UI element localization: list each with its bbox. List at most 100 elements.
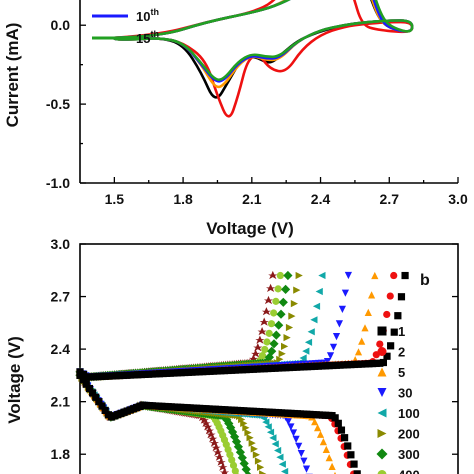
data-point-marker	[332, 361, 341, 369]
data-point-marker	[365, 360, 373, 368]
data-point-marker	[229, 461, 238, 469]
data-point-marker	[222, 415, 232, 425]
data-point-marker	[326, 352, 335, 360]
data-point-marker	[340, 361, 348, 369]
data-point-marker	[191, 368, 200, 376]
data-point-marker	[98, 402, 106, 410]
data-point-marker	[251, 349, 261, 358]
data-point-marker	[213, 367, 221, 375]
data-point-marker	[242, 424, 250, 432]
voltage-profile-legend-entry: 1	[377, 324, 405, 339]
data-point-marker	[202, 367, 211, 376]
data-point-marker	[188, 368, 196, 376]
data-point-marker	[238, 415, 246, 424]
data-point-marker	[241, 464, 251, 474]
data-point-marker	[344, 442, 352, 450]
data-point-marker	[353, 470, 361, 474]
data-point-marker	[281, 342, 289, 350]
data-point-marker	[358, 360, 366, 368]
cv-legend-label: 15th	[136, 29, 159, 46]
data-point-marker	[292, 435, 300, 443]
data-point-marker	[276, 453, 284, 461]
data-point-marker	[238, 366, 247, 374]
voltage-profile-legend-label: 300	[398, 447, 420, 462]
data-point-marker	[329, 343, 338, 351]
data-point-marker	[379, 358, 388, 367]
data-point-marker	[377, 470, 387, 474]
data-point-marker	[287, 423, 295, 431]
data-point-marker	[259, 317, 269, 326]
data-point-marker	[270, 309, 278, 317]
data-point-marker	[322, 362, 330, 370]
data-point-marker	[257, 463, 265, 471]
data-point-marker	[220, 367, 229, 375]
data-point-marker	[344, 271, 352, 280]
data-point-marker	[105, 372, 113, 380]
data-point-marker	[166, 369, 174, 377]
data-point-marker	[177, 369, 185, 377]
voltage-profile-y-tick-label: 1.8	[51, 446, 71, 462]
data-point-marker	[337, 426, 346, 434]
data-point-marker	[288, 312, 296, 320]
data-point-marker	[368, 359, 377, 368]
data-point-marker	[303, 363, 312, 371]
data-point-marker	[159, 369, 167, 378]
data-point-marker	[390, 328, 398, 336]
data-point-marker	[307, 328, 315, 336]
data-point-marker	[377, 408, 387, 418]
voltage-profile-y-tick-label: 2.4	[51, 341, 71, 357]
data-point-marker	[76, 371, 84, 379]
data-point-marker	[265, 329, 273, 337]
data-point-marker	[364, 308, 372, 316]
data-point-marker	[319, 438, 327, 446]
voltage-profile-legend: 1 2 5 30 100 200 300 400	[376, 324, 420, 474]
data-point-marker	[376, 448, 388, 460]
data-point-marker	[325, 454, 333, 462]
data-point-marker	[248, 439, 256, 447]
data-point-marker	[271, 440, 279, 448]
data-point-marker	[276, 271, 284, 280]
data-point-marker	[377, 347, 387, 356]
data-point-marker	[278, 350, 286, 358]
data-point-marker	[98, 372, 106, 381]
data-point-marker	[261, 307, 271, 316]
data-point-marker	[341, 434, 349, 442]
cv-y-ticks: 0.0 -0.5 -1.0	[46, 17, 86, 191]
data-point-marker	[233, 442, 243, 452]
cv-x-tick-label: 2.1	[242, 191, 262, 207]
voltage-profile-legend-entry: 200	[377, 427, 420, 442]
cv-x-tick-label: 1.5	[105, 191, 125, 207]
data-point-marker	[181, 368, 189, 377]
data-point-marker	[307, 362, 315, 371]
data-point-marker	[267, 346, 277, 356]
data-point-marker	[276, 309, 286, 319]
data-point-marker	[304, 338, 313, 346]
data-point-marker	[322, 445, 330, 453]
cv-x-axis-title: Voltage (V)	[206, 219, 294, 238]
data-point-marker	[258, 352, 267, 360]
data-point-marker	[387, 342, 395, 350]
data-point-marker	[264, 352, 274, 362]
data-point-marker	[145, 370, 153, 378]
data-point-marker	[302, 465, 311, 473]
data-point-marker	[274, 320, 284, 330]
data-point-marker	[297, 450, 305, 458]
cv-curve-2	[113, 0, 414, 89]
data-point-marker	[263, 295, 274, 305]
data-point-marker	[240, 419, 248, 427]
voltage-profile-legend-label: 1	[398, 324, 405, 339]
data-point-marker	[354, 360, 362, 368]
data-point-marker	[87, 373, 95, 381]
data-point-marker	[311, 418, 319, 426]
cv-x-ticks: 1.5 1.8 2.1 2.4 2.7 3.0	[105, 177, 468, 207]
data-point-marker	[231, 467, 239, 474]
voltage-profile-legend-label: 200	[398, 427, 420, 442]
data-point-marker	[210, 367, 218, 375]
data-point-marker	[214, 452, 224, 461]
data-point-marker	[289, 363, 297, 371]
data-point-marker	[267, 364, 276, 372]
cv-curve-3	[113, 0, 414, 83]
data-point-marker	[94, 373, 102, 381]
voltage-profile-series	[76, 271, 409, 474]
data-point-marker	[267, 320, 276, 328]
